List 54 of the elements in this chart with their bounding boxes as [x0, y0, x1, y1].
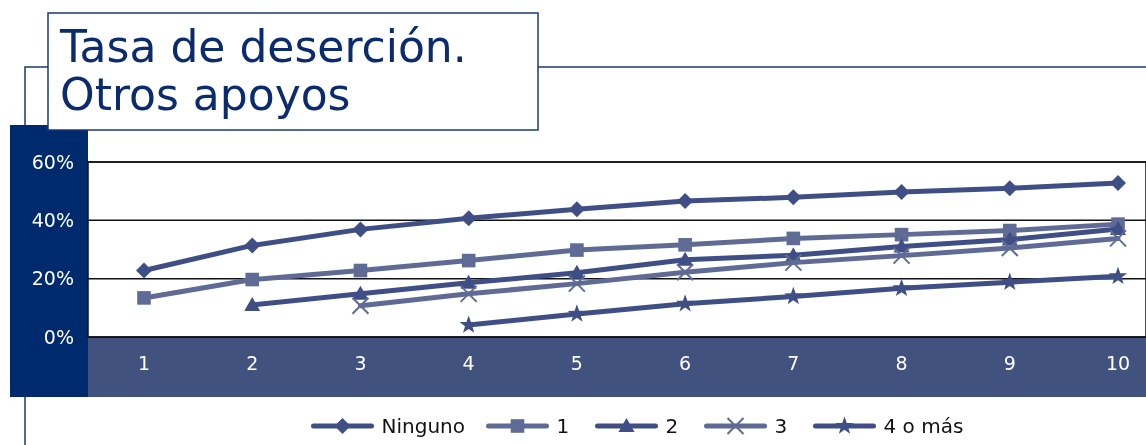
- point: [568, 264, 585, 279]
- x-tick-label: 6: [679, 352, 692, 374]
- point: [1108, 266, 1128, 285]
- point: [245, 272, 260, 287]
- x-tick-label: 3: [354, 352, 367, 374]
- legend-label: Ninguno: [381, 414, 465, 438]
- y-tick-label: 0%: [43, 325, 74, 348]
- x-tick-label: 5: [570, 352, 583, 374]
- point: [568, 201, 585, 218]
- point: [351, 296, 370, 315]
- point: [352, 285, 369, 300]
- point: [244, 296, 261, 311]
- y-tick-label: 40%: [31, 208, 74, 231]
- point: [675, 294, 695, 312]
- point: [567, 304, 587, 322]
- x-tick-label: 10: [1105, 352, 1131, 374]
- x-tick-label: 2: [246, 352, 259, 374]
- point: [1109, 229, 1127, 248]
- point: [892, 246, 911, 265]
- point: [785, 189, 802, 206]
- point: [461, 253, 476, 268]
- point: [1110, 175, 1126, 191]
- legend-label: 1: [556, 414, 570, 438]
- point: [244, 237, 261, 254]
- point: [1000, 239, 1019, 258]
- legend-label: 4 o más: [883, 414, 964, 438]
- x-tick-label: 7: [787, 352, 800, 374]
- legend-label: 2: [665, 414, 679, 438]
- point: [784, 253, 803, 272]
- point: [352, 221, 369, 238]
- point: [460, 210, 477, 227]
- point: [893, 184, 910, 201]
- point: [137, 291, 151, 305]
- legend-label: 3: [774, 414, 788, 438]
- y-tick-label: 60%: [31, 150, 74, 173]
- point: [567, 274, 586, 293]
- point: [784, 286, 803, 305]
- point: [459, 284, 478, 303]
- x-tick-label: 9: [1003, 352, 1016, 374]
- point: [676, 263, 695, 282]
- point: [786, 231, 801, 246]
- chart-title: Tasa de deserción. Otros apoyos: [59, 21, 467, 120]
- point: [892, 278, 911, 297]
- y-tick-label: 20%: [31, 267, 74, 290]
- x-tick-label: 8: [895, 352, 908, 374]
- point: [1000, 272, 1019, 290]
- point: [353, 263, 368, 278]
- point: [136, 262, 152, 279]
- point: [678, 238, 692, 252]
- x-tick-label: 1: [137, 352, 151, 374]
- x-tick-label: 4: [462, 352, 475, 374]
- point: [677, 251, 694, 266]
- point: [460, 274, 477, 289]
- point: [570, 243, 584, 257]
